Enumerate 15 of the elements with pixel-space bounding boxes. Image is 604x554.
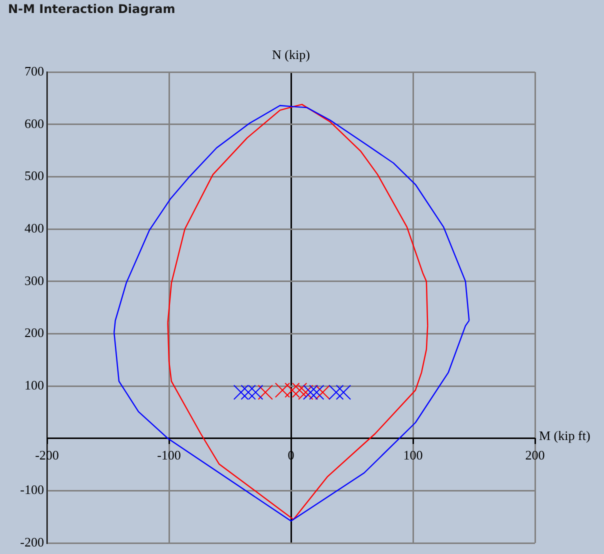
y-tick-label: 700 <box>24 63 44 78</box>
y-tick-label: 100 <box>24 377 44 392</box>
y-tick-label: -200 <box>20 534 44 550</box>
y-tick-label: 200 <box>24 325 44 340</box>
x-tick-label: 100 <box>403 448 423 463</box>
y-tick-label: 300 <box>24 272 44 288</box>
chart-title: N-M Interaction Diagram <box>8 2 176 16</box>
x-axis-title: M (kip ft) <box>539 428 590 443</box>
y-tick-label: 400 <box>24 220 44 236</box>
y-tick-label: 600 <box>24 116 44 131</box>
y-tick-label: -100 <box>20 482 44 498</box>
y-axis-title: N (kip) <box>272 46 310 62</box>
x-tick-label: 200 <box>525 448 545 463</box>
x-tick-label: -100 <box>157 448 181 463</box>
y-tick-label: 500 <box>24 168 44 184</box>
